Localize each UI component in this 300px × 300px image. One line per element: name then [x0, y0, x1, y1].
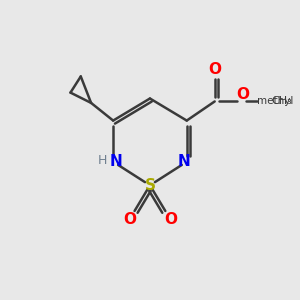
Text: O: O [123, 212, 136, 227]
Text: S: S [144, 178, 155, 193]
Text: O: O [208, 61, 221, 76]
Text: O: O [236, 88, 249, 103]
Text: CH₃: CH₃ [271, 96, 292, 106]
Text: N: N [177, 154, 190, 169]
Text: N: N [110, 154, 122, 169]
Text: methyl: methyl [257, 96, 293, 106]
Text: O: O [164, 212, 177, 227]
Text: H: H [97, 154, 107, 167]
